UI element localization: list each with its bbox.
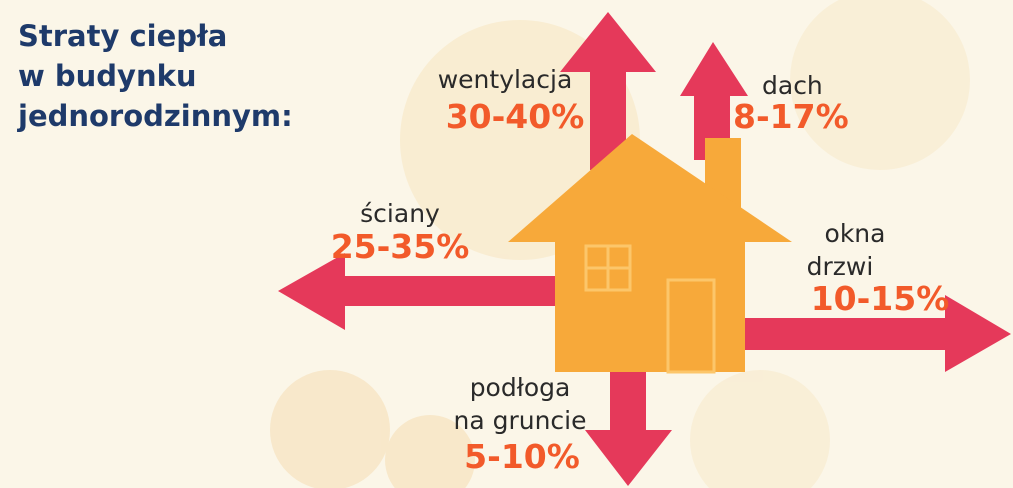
item-label: na gruncie bbox=[453, 406, 586, 435]
item-value: 5-10% bbox=[464, 437, 580, 476]
title-line: jednorodzinnym: bbox=[17, 99, 293, 133]
item-value: 30-40% bbox=[446, 97, 585, 136]
infographic: Straty ciepła w budynku jednorodzinnym: … bbox=[0, 0, 1013, 488]
item-label: podłoga bbox=[470, 373, 571, 402]
title-line: Straty ciepła bbox=[18, 19, 227, 53]
item-label: wentylacja bbox=[438, 65, 573, 94]
item-label: ściany bbox=[360, 199, 440, 228]
item-label: drzwi bbox=[807, 252, 874, 281]
item-label: okna bbox=[825, 219, 886, 248]
item-value: 10-15% bbox=[811, 279, 950, 318]
item-value: 8-17% bbox=[733, 97, 849, 136]
title-line: w budynku bbox=[18, 59, 197, 93]
item-value: 25-35% bbox=[331, 227, 470, 266]
item-label: dach bbox=[762, 71, 823, 100]
